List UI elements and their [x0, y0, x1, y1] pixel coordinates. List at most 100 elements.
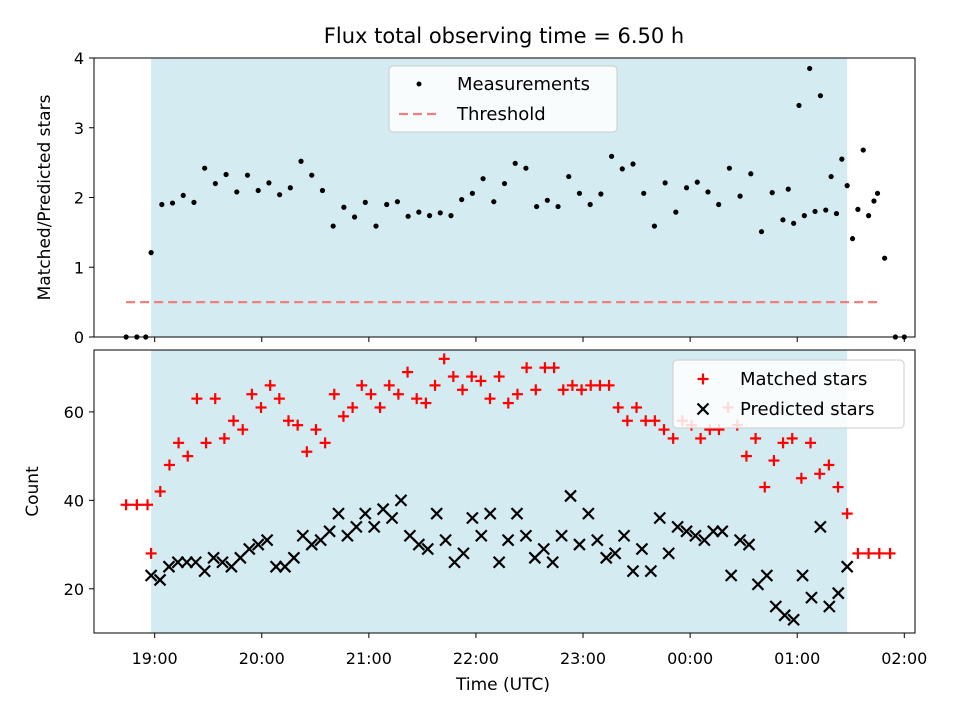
measurement-point — [351, 214, 358, 220]
predicted-star-point — [385, 511, 399, 525]
matched-star-point — [255, 401, 267, 413]
top-legend: Measurements Threshold — [388, 65, 618, 133]
matched-star-point — [576, 384, 588, 396]
measurement-point — [807, 65, 813, 72]
predicted-star-point — [501, 533, 515, 547]
matched-star-point — [658, 424, 670, 436]
measurement-point — [817, 93, 824, 99]
predicted-star-point — [412, 538, 426, 551]
matched-star-point — [566, 379, 578, 391]
top-y-axis-label: Matched/Predicted stars — [35, 94, 55, 300]
measurement-point — [641, 190, 647, 196]
x-tick-label: 01:00 — [774, 649, 820, 668]
measurement-point — [769, 190, 775, 196]
measurement-point — [758, 229, 765, 235]
matched-star-point — [282, 415, 294, 427]
predicted-star-point — [662, 547, 675, 560]
measurement-point — [491, 199, 497, 205]
x-tick-label: 23:00 — [560, 649, 606, 668]
measurement-point — [785, 186, 791, 192]
matched-star-point — [365, 388, 377, 400]
predicted-star-point — [332, 507, 345, 520]
measurement-point — [191, 199, 197, 205]
measurement-point — [598, 191, 604, 197]
measurement-point — [234, 189, 240, 195]
matched-star-point — [530, 384, 542, 396]
matched-star-point — [695, 432, 707, 444]
predicted-star-point — [742, 538, 756, 551]
measurement-point — [501, 180, 508, 187]
predicted-star-point — [626, 564, 640, 578]
top-y-tick-label: 4 — [74, 49, 84, 68]
predicted-star-point — [573, 538, 586, 551]
matched-star-point — [884, 547, 896, 559]
measurement-point — [148, 250, 154, 256]
legend-matched-marker — [697, 373, 709, 385]
matched-star-point — [750, 432, 762, 444]
measurement-point — [865, 213, 872, 219]
matched-star-point — [273, 393, 285, 405]
predicted-star-point — [466, 511, 479, 525]
predicted-star-point — [831, 586, 845, 600]
predicted-star-point — [591, 533, 604, 547]
predicted-star-point — [617, 529, 631, 542]
matched-star-point — [209, 393, 221, 405]
matched-star-point — [392, 388, 404, 400]
predicted-star-point — [439, 533, 452, 547]
predicted-star-point — [144, 569, 158, 582]
matched-star-point — [852, 547, 864, 559]
matched-star-point — [429, 379, 441, 391]
measurement-point — [828, 173, 834, 180]
measurement-point — [469, 190, 475, 196]
measurement-point — [874, 190, 881, 196]
matched-star-point — [182, 450, 194, 462]
predicted-star-point — [635, 542, 649, 556]
predicted-star-point — [153, 573, 167, 587]
predicted-star-point — [644, 564, 658, 578]
matched-star-point — [484, 393, 496, 405]
legend-measurement-marker — [416, 81, 422, 87]
matched-star-point — [548, 362, 560, 374]
predicted-star-point — [555, 529, 568, 542]
predicted-star-point — [421, 542, 435, 556]
predicted-star-point — [394, 494, 408, 507]
matched-star-point — [832, 481, 844, 493]
x-axis-label: Time (UTC) — [455, 675, 550, 695]
matched-star-point — [841, 508, 853, 520]
predicted-star-point — [251, 538, 265, 551]
measurement-point — [882, 255, 888, 261]
measurement-point — [223, 171, 229, 178]
measurement-point — [298, 158, 304, 164]
predicted-star-point — [242, 542, 256, 556]
predicted-star-point — [778, 609, 791, 622]
measurement-point — [630, 161, 636, 167]
x-tick-label: 02:00 — [881, 649, 927, 668]
predicted-star-point — [260, 533, 274, 547]
predicted-star-point — [305, 538, 319, 551]
predicted-star-point — [430, 507, 443, 520]
matched-star-point — [264, 379, 276, 391]
bottom-y-tick-label: 60 — [64, 403, 84, 422]
measurement-point — [833, 210, 840, 217]
top-y-tick-label: 3 — [74, 119, 84, 138]
measurement-point — [619, 166, 625, 172]
top-legend-box — [388, 65, 618, 133]
matched-star-point — [328, 388, 340, 400]
measurement-point — [534, 203, 540, 210]
matched-star-point — [823, 459, 835, 471]
measurement-point — [180, 192, 186, 199]
measurement-point — [871, 198, 877, 204]
matched-star-point — [667, 432, 679, 444]
matched-star-point — [292, 419, 304, 431]
matched-star-point — [493, 371, 505, 383]
measurement-point — [362, 199, 368, 205]
legend-predicted-label: Predicted stars — [740, 399, 874, 420]
matched-star-point — [777, 437, 789, 449]
matched-star-point — [120, 499, 132, 511]
predicted-star-point — [546, 555, 559, 569]
measurement-point — [394, 199, 401, 205]
matched-star-point — [631, 401, 643, 413]
measurement-point — [791, 220, 797, 226]
predicted-star-point — [367, 520, 381, 534]
predicted-stars-points — [144, 489, 854, 627]
